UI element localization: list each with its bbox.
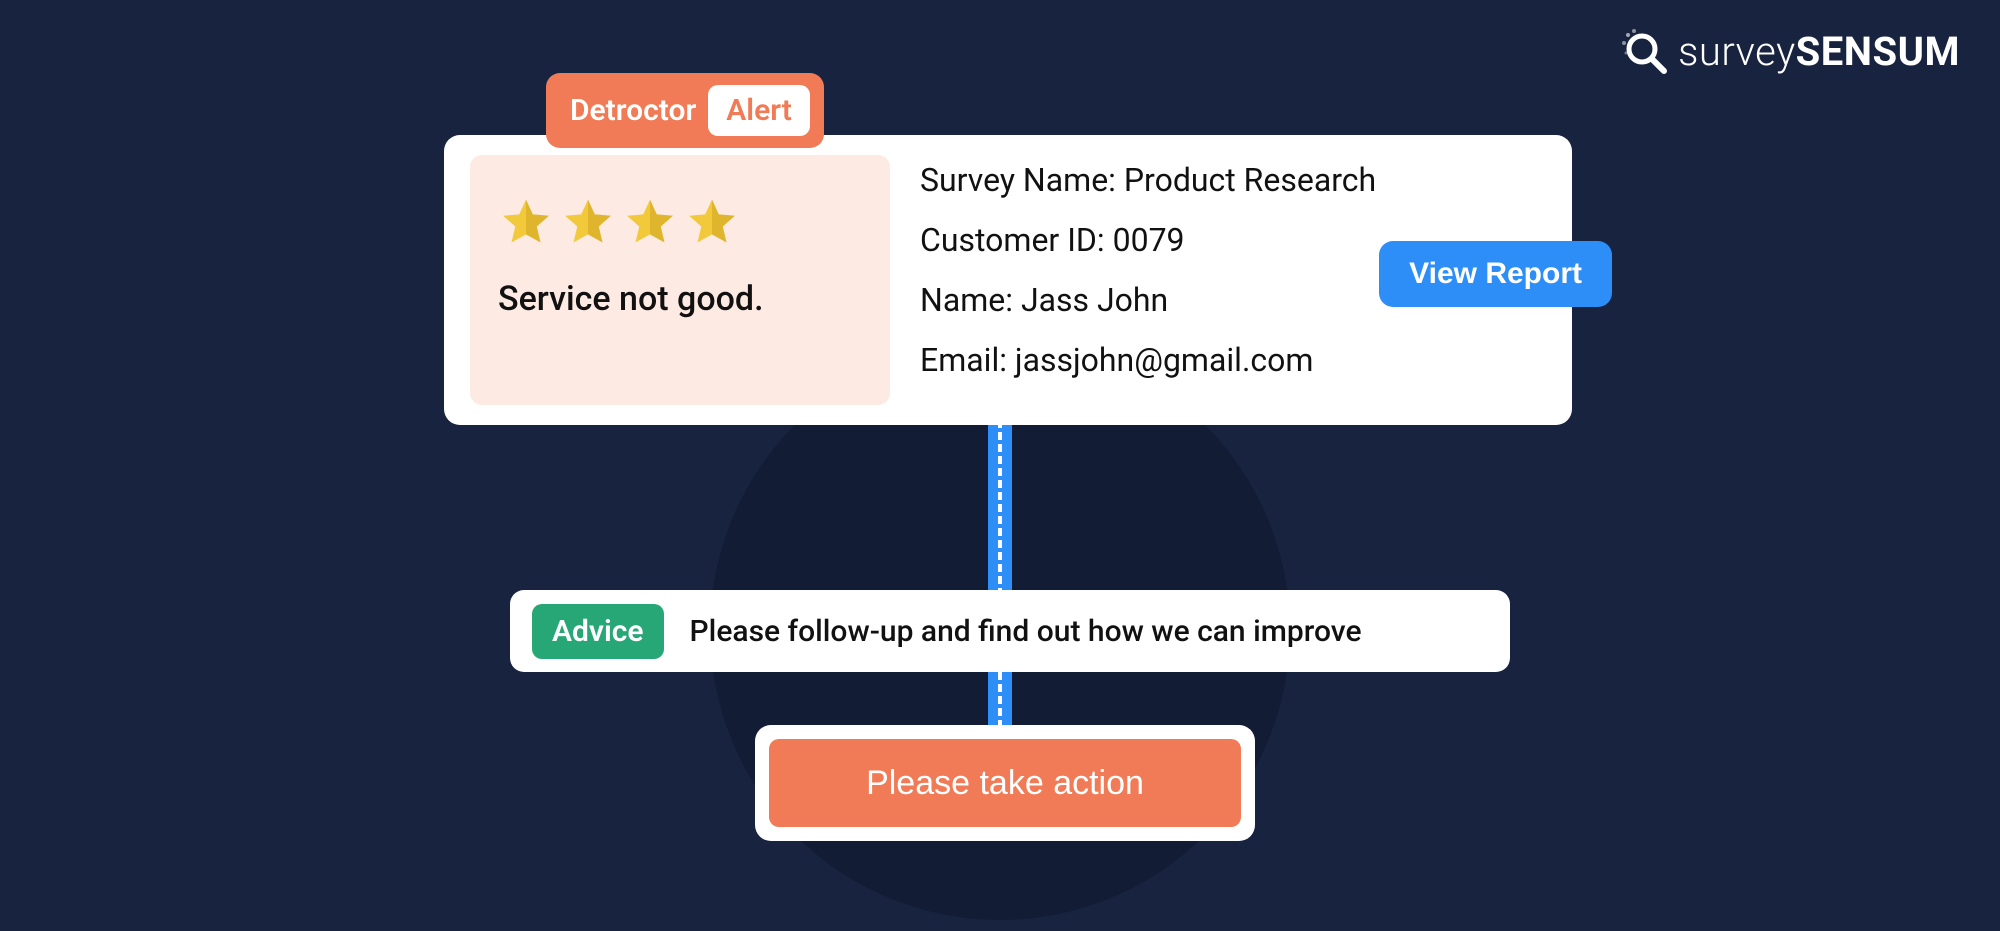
star-icon [560,195,616,251]
advice-pill: Advice [532,604,664,659]
take-action-button[interactable]: Please take action [769,739,1241,827]
magnifier-icon [1622,29,1668,75]
stage: surveySENSUM Detroctor Alert Service not… [0,0,2000,931]
advice-card: Advice Please follow-up and find out how… [510,590,1510,672]
detractor-tag: Detroctor Alert [546,73,824,148]
brand-name: surveySENSUM [1678,28,1960,75]
star-row [498,195,862,251]
star-icon [622,195,678,251]
advice-text: Please follow-up and find out how we can… [690,614,1362,649]
rating-panel: Service not good. [470,155,890,405]
brand-logo: surveySENSUM [1622,28,1960,75]
action-card: Please take action [755,725,1255,841]
detractor-label: Detroctor [570,93,696,128]
rating-text: Service not good. [498,279,862,319]
flow-connector [988,420,1012,740]
alert-pill: Alert [708,85,810,136]
star-icon [498,195,554,251]
detractor-card: Detroctor Alert Service not good. Survey… [444,135,1572,425]
customer-email: Email: jassjohn@gmail.com [920,341,1546,379]
view-report-button[interactable]: View Report [1379,241,1612,307]
brand-name-bold: SENSUM [1796,28,1960,75]
brand-name-thin: survey [1678,28,1796,75]
survey-name: Survey Name: Product Research [920,161,1546,199]
star-icon [684,195,740,251]
